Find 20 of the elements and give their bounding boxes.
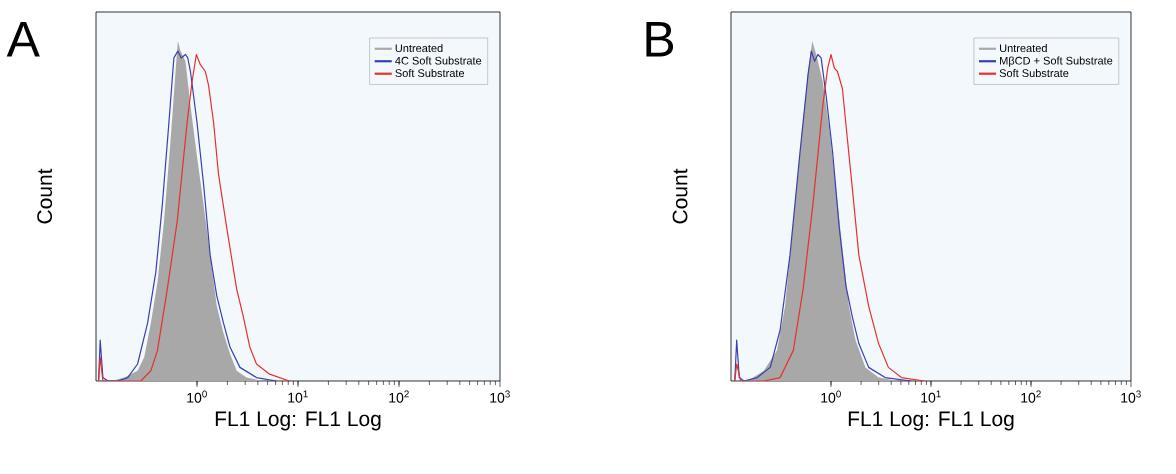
x-axis-title: FL1 Log: FL1 Log <box>215 411 381 431</box>
x-tick-label: 10$^{0}$ <box>821 390 841 403</box>
legend-label: MβCD + Soft Substrate <box>1000 56 1113 67</box>
legend-label: Soft Substrate <box>395 68 465 78</box>
legend-label: Soft Substrate <box>999 68 1069 78</box>
y-axis-title: Count <box>37 168 53 224</box>
x-tick-label: 10$^{2}$ <box>389 390 409 403</box>
chart-title: A <box>6 22 40 57</box>
legend-label: Untreated <box>395 44 443 53</box>
legend-label: Untreated <box>1000 44 1047 53</box>
x-tick-label: 10$^{1}$ <box>288 390 308 403</box>
x-tick-label: 10$^{1}$ <box>921 390 941 403</box>
legend-label: 4C Soft Substrate <box>395 56 482 65</box>
x-tick-label: 10$^{2}$ <box>1021 390 1041 403</box>
y-axis-title: Count <box>672 168 688 224</box>
x-tick-label: 10$^{0}$ <box>187 390 207 403</box>
x-tick-label: 10$^{3}$ <box>1121 390 1141 403</box>
chart-title: B <box>646 22 674 57</box>
x-axis-title: FL1 Log: FL1 Log <box>848 411 1014 431</box>
x-tick-label: 10$^{3}$ <box>490 390 510 403</box>
